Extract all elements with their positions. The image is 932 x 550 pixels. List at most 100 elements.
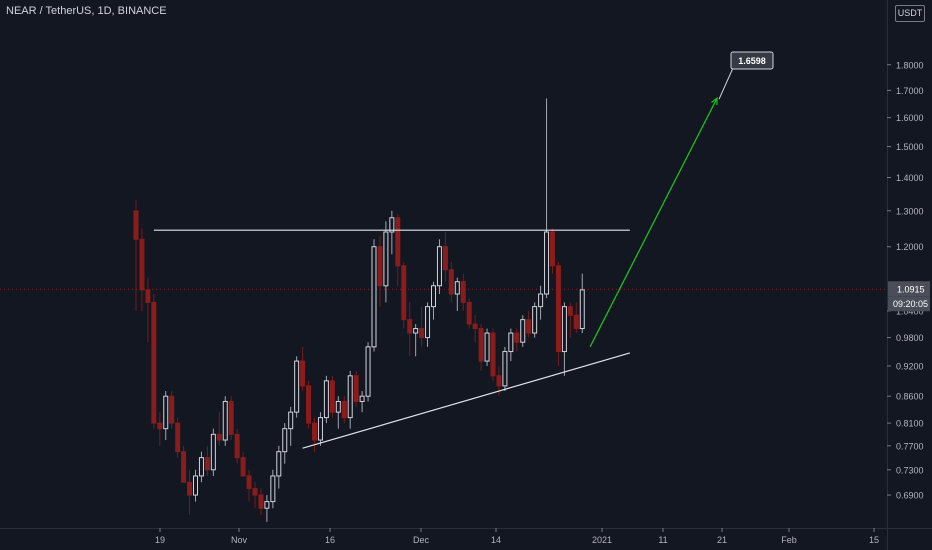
y-tick-label: 1.2000 — [896, 242, 924, 252]
candle-body[interactable] — [341, 400, 347, 419]
last-price-tag — [888, 281, 930, 297]
candle-body[interactable] — [347, 375, 353, 419]
candle-body[interactable] — [365, 346, 371, 397]
candle-body[interactable] — [442, 246, 448, 271]
candle-body[interactable] — [579, 289, 585, 330]
candle-body[interactable] — [234, 433, 240, 459]
countdown-tag-text: 09:20:05 — [893, 299, 928, 309]
candle-body[interactable] — [425, 306, 431, 339]
candle-body[interactable] — [359, 395, 365, 402]
target-label-box[interactable] — [730, 51, 774, 70]
candle-body[interactable] — [532, 306, 538, 334]
candle-body[interactable] — [151, 301, 157, 424]
candle-body[interactable] — [466, 301, 472, 325]
y-tick-label: 1.5000 — [896, 142, 924, 152]
candle-body[interactable] — [371, 246, 377, 348]
candle-body[interactable] — [288, 411, 294, 430]
candle-body[interactable] — [181, 451, 187, 483]
candle-body[interactable] — [448, 269, 454, 295]
target-label-pointer — [718, 67, 734, 100]
candle-body[interactable] — [329, 380, 335, 413]
candle-body[interactable] — [312, 422, 317, 441]
candle-body[interactable] — [419, 328, 425, 339]
candle-body[interactable] — [490, 332, 496, 377]
x-tick-label: 11 — [658, 535, 667, 545]
x-tick-label: Dec — [413, 535, 430, 545]
candle-body[interactable] — [395, 217, 401, 267]
candle-body[interactable] — [544, 231, 550, 295]
candle-body[interactable] — [431, 285, 436, 308]
candle-body[interactable] — [383, 231, 389, 287]
x-tick-label: Nov — [231, 535, 248, 545]
candle-body[interactable] — [567, 306, 573, 316]
candle-body[interactable] — [460, 281, 466, 303]
candle-body[interactable] — [573, 314, 579, 330]
candle-body[interactable] — [389, 217, 395, 233]
candle-body[interactable] — [198, 457, 204, 477]
candle-body[interactable] — [169, 395, 175, 424]
candle-body[interactable] — [210, 433, 216, 471]
y-tick-label: 0.8600 — [896, 392, 924, 402]
candle-body[interactable] — [252, 488, 258, 496]
candle-body[interactable] — [204, 457, 210, 471]
candle-body[interactable] — [163, 395, 169, 430]
candle-body[interactable] — [193, 475, 198, 496]
last-price-tag-text: 1.0915 — [897, 285, 925, 295]
y-tick-label: 1.6000 — [896, 113, 924, 123]
candle-body[interactable] — [317, 417, 323, 441]
candle-body[interactable] — [323, 380, 329, 419]
y-tick-label: 0.8100 — [896, 419, 924, 429]
candle-body[interactable] — [502, 351, 508, 387]
candle-body[interactable] — [139, 238, 145, 291]
candle-body[interactable] — [157, 422, 163, 430]
candle-body[interactable] — [353, 375, 359, 402]
candle-body[interactable] — [175, 422, 181, 453]
candle-body[interactable] — [240, 457, 246, 477]
candle-body[interactable] — [550, 231, 555, 267]
y-tick-label: 0.7300 — [896, 465, 924, 475]
candle-body[interactable] — [258, 494, 264, 509]
candle-body[interactable] — [133, 210, 139, 240]
candle-body[interactable] — [413, 328, 419, 334]
candle-body[interactable] — [216, 433, 222, 441]
candle-body[interactable] — [294, 360, 300, 413]
y-tick-label: 0.7700 — [896, 441, 924, 451]
candle-body[interactable] — [270, 475, 276, 503]
candle-body[interactable] — [496, 375, 502, 387]
candle-body[interactable] — [300, 360, 306, 387]
projection-arrow[interactable] — [589, 97, 718, 348]
candle-body[interactable] — [407, 319, 413, 334]
candle-body[interactable] — [538, 293, 544, 308]
candle-body[interactable] — [561, 306, 567, 353]
candle-body[interactable] — [145, 289, 151, 303]
candle-body[interactable] — [514, 332, 520, 343]
candle-body[interactable] — [264, 501, 270, 509]
chart-title: NEAR / TetherUS, 1D, BINANCE — [6, 5, 167, 17]
candle-body[interactable] — [555, 265, 561, 353]
candle-body[interactable] — [306, 385, 312, 424]
candle-body[interactable] — [484, 332, 490, 362]
y-tick-label: 1.0400 — [896, 306, 924, 316]
candle-body[interactable] — [282, 428, 288, 453]
candle-body[interactable] — [520, 319, 526, 343]
candle-body[interactable] — [526, 319, 532, 334]
candle-body[interactable] — [478, 328, 484, 362]
candle-body[interactable] — [472, 323, 478, 330]
candle-body[interactable] — [454, 281, 460, 295]
candle-body[interactable] — [228, 400, 234, 435]
candle-body[interactable] — [377, 246, 383, 287]
y-tick-label: 1.7000 — [896, 86, 924, 96]
x-tick-label: 14 — [491, 535, 501, 545]
candle-body[interactable] — [222, 400, 228, 441]
candle-body[interactable] — [276, 451, 282, 477]
candle-body[interactable] — [246, 475, 252, 490]
currency-button[interactable]: USDT — [895, 5, 925, 22]
support-trendline[interactable] — [302, 352, 631, 449]
candle-body[interactable] — [508, 332, 514, 353]
candle-body[interactable] — [401, 265, 407, 321]
candle-body[interactable] — [436, 246, 442, 287]
candle-body[interactable] — [187, 481, 193, 496]
candle-body[interactable] — [335, 400, 341, 413]
